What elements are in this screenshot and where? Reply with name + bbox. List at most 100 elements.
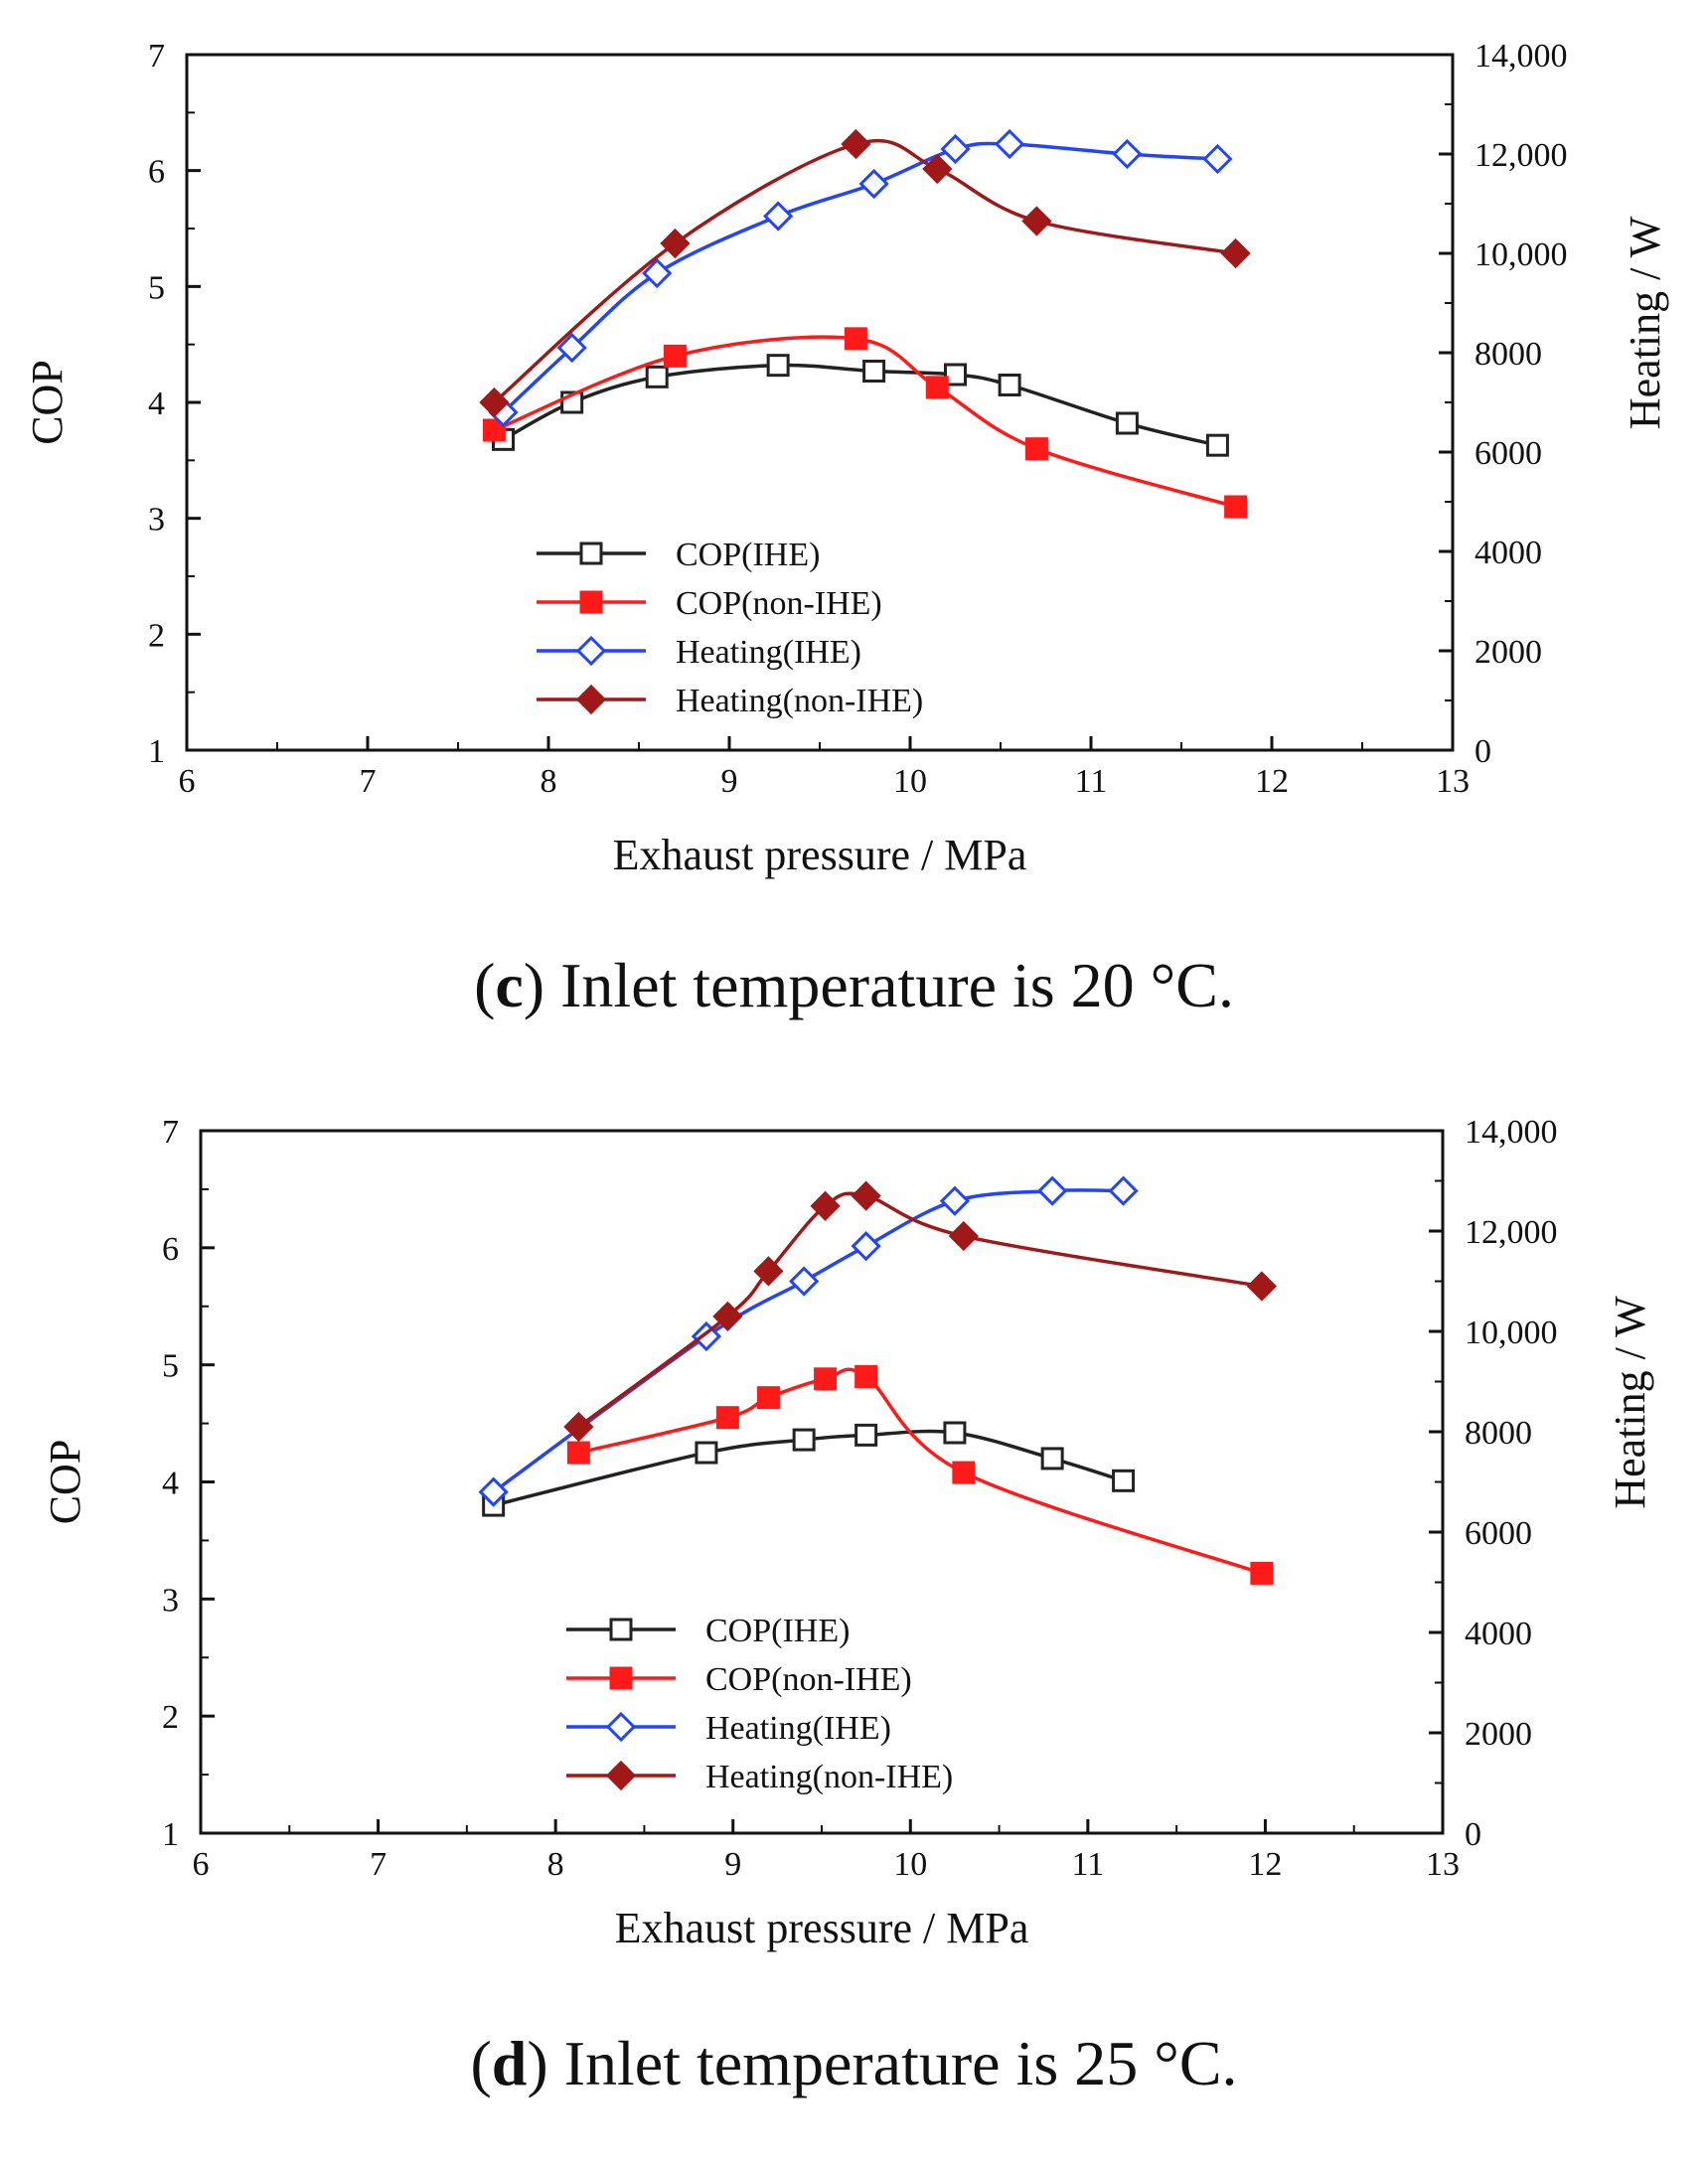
y2-tick-label: 10,000 [1475,236,1568,273]
y2-tick-label: 6000 [1475,435,1542,472]
legend-entry: Heating(IHE) [566,1710,891,1747]
data-point [1220,237,1251,269]
y-tick-label: 1 [162,1816,179,1853]
y2-tick-label: 8000 [1465,1415,1532,1452]
y-tick-label: 2 [162,1699,179,1736]
data-point [756,1386,780,1410]
legend-entry: COP(non-IHE) [566,1661,912,1698]
legend-label: COP(non-IHE) [676,585,882,622]
legend-label: Heating(non-IHE) [705,1759,953,1795]
series-cop-ihe [492,354,1229,457]
y-tick-label: 6 [162,1231,179,1268]
x-axis-title: Exhaust pressure / MPa [615,1904,1029,1952]
data-point [948,1220,979,1252]
legend-label: Heating(non-IHE) [676,683,923,719]
data-point [660,228,691,259]
data-point [1112,1469,1136,1492]
data-point [1202,143,1233,175]
legend-marker [579,590,603,614]
data-point [642,257,673,289]
y-tick-label: 4 [162,1466,179,1502]
data-point [753,1256,784,1287]
chart-panel-c: 6 7 8 9 10 11 12 1312345670200040006000800010,0… [23,38,1669,879]
data-point [925,376,949,399]
y-tick-label: 5 [162,1348,179,1385]
y2-tick-label: 4000 [1465,1616,1532,1652]
y2-tick-label: 4000 [1475,535,1542,571]
legend-label: COP(IHE) [705,1613,850,1649]
y-tick-label: 6 [148,154,165,191]
data-point [478,1476,509,1507]
x-tick-label: 9 [724,1846,741,1883]
x-tick-label: 10 [893,763,927,800]
x-tick-label: 11 [1075,763,1108,800]
x-tick-label: 11 [1071,1846,1104,1883]
x-tick-label: 7 [370,1846,387,1883]
x-tick-label: 12 [1248,1846,1282,1883]
x-tick-label: 13 [1426,1846,1460,1883]
series-line [493,138,1236,404]
data-point [1024,437,1048,461]
legend-entry: Heating(non-IHE) [537,683,923,719]
y2-tick-label: 12,000 [1475,137,1568,174]
legend-marker [605,1760,637,1791]
x-tick-label: 8 [541,763,557,800]
caption-letter: d [491,2028,528,2098]
series-line [577,1191,1263,1429]
x-tick-label: 7 [360,763,377,800]
y-tick-label: 3 [162,1582,179,1619]
data-point [792,1428,816,1452]
data-point [482,418,506,442]
y2-tick-label: 14,000 [1475,38,1568,75]
y-tick-label: 5 [148,269,165,306]
data-point [940,133,971,165]
x-tick-label: 6 [193,1846,210,1883]
legend-entry: COP(IHE) [566,1613,850,1649]
x-axis-title: Exhaust pressure / MPa [613,831,1027,879]
y-tick-label: 1 [148,733,165,770]
data-point [563,1411,594,1443]
data-point [952,1461,976,1484]
caption-letter: c [495,950,524,1020]
data-point [1250,1561,1274,1585]
legend-marker [575,684,607,715]
data-point [810,1190,841,1221]
caption-c: (c) Inlet temperature is 20 °C. [474,950,1234,1020]
series-cop-ihe [482,1421,1136,1517]
y2-axis-title: Heating / W [1606,1296,1654,1509]
caption-text: ) Inlet temperature is 25 °C. [527,2028,1238,2098]
data-point [998,374,1021,396]
caption-text: ) Inlet temperature is 20 °C. [523,950,1234,1020]
data-point [663,344,687,368]
y-tick-label: 2 [148,617,165,654]
data-point [556,332,587,364]
data-point [712,1301,743,1331]
y2-tick-label: 12,000 [1465,1214,1558,1251]
x-tick-label: 12 [1255,763,1289,800]
y-axis-title: COP [41,1440,89,1525]
data-point [994,128,1025,160]
legend-entry: COP(IHE) [537,537,820,573]
y-tick-label: 7 [162,1114,179,1151]
data-point [479,387,510,418]
legend-marker [609,1666,633,1690]
data-point [566,1441,590,1465]
data-point [851,1180,881,1211]
data-point [814,1367,838,1391]
data-point [766,354,790,378]
data-point [1246,1271,1277,1302]
data-point [715,1406,739,1430]
legend-marker [579,542,603,565]
data-point [645,365,669,388]
y-axis-title: COP [23,360,72,445]
y2-axis-title: Heating / W [1621,216,1669,429]
chart-panel-d: 6 7 8 9 10 11 12 1312345670200040006000800010,0… [41,1114,1654,1952]
x-tick-label: 9 [721,763,738,800]
data-point [939,1185,971,1216]
data-point [1224,495,1248,519]
legend-marker [609,1618,633,1641]
y2-tick-label: 8000 [1475,336,1542,373]
y2-tick-label: 6000 [1465,1515,1532,1552]
series-line [493,335,1237,509]
